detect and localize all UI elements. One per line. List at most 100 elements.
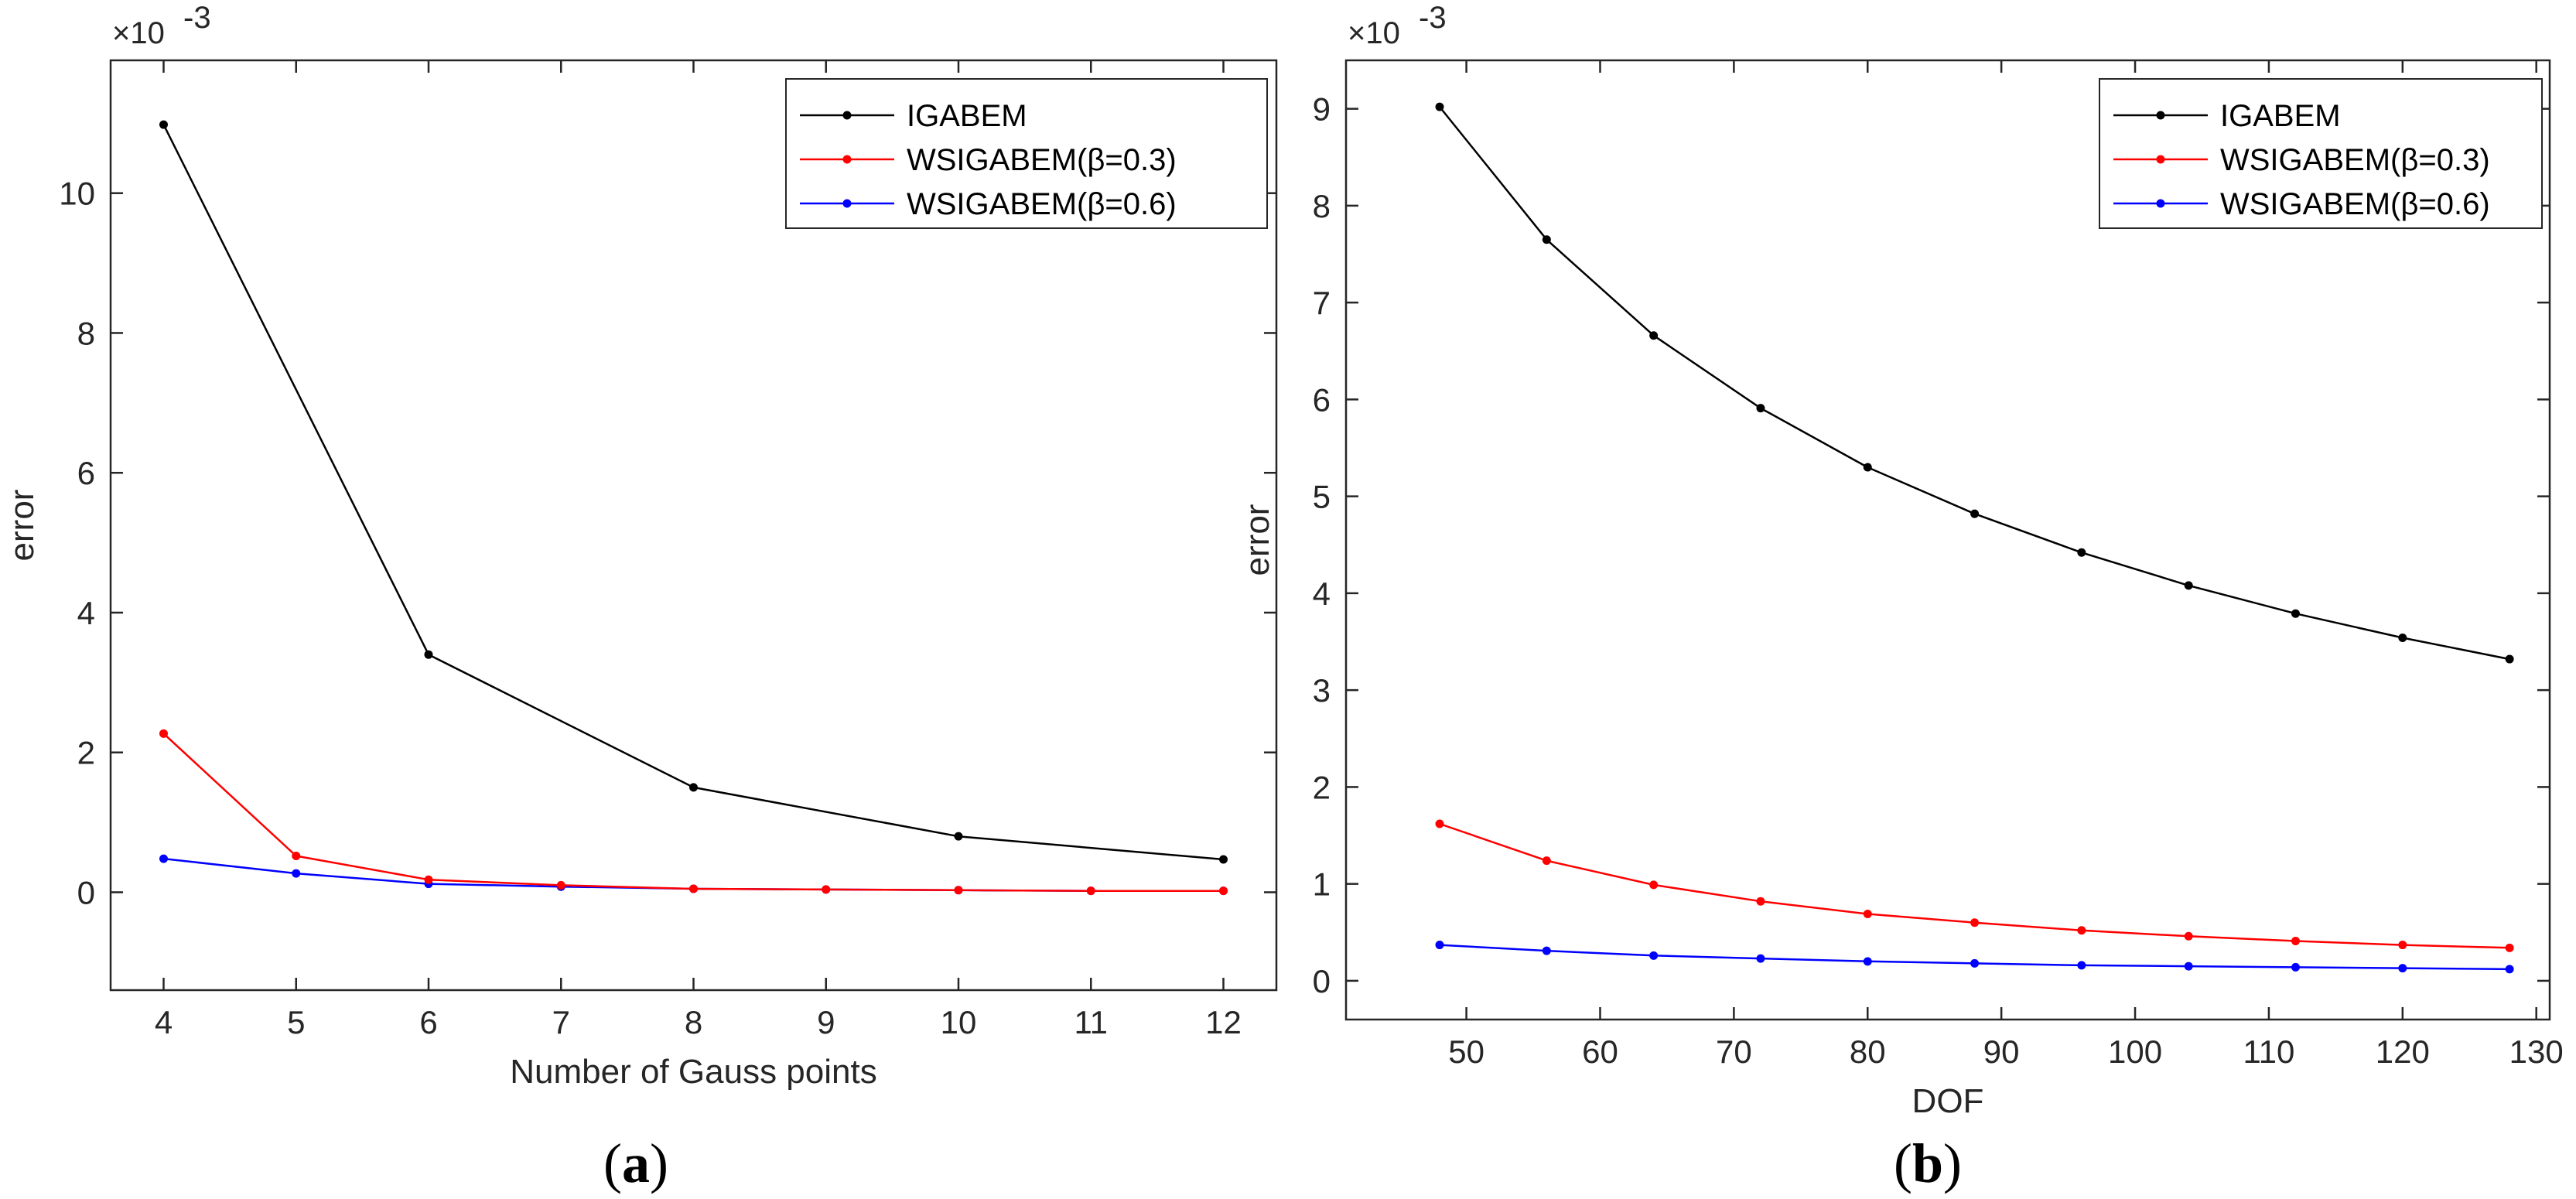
caption-close: ) bbox=[650, 1132, 668, 1194]
legend-label: WSIGABEM(β=0.6) bbox=[2220, 187, 2490, 221]
data-point bbox=[2291, 937, 2301, 946]
x-tick-label: 9 bbox=[817, 1004, 835, 1040]
data-point bbox=[2184, 931, 2193, 941]
x-tick-label: 4 bbox=[155, 1004, 173, 1040]
x-axis-label: Number of Gauss points bbox=[510, 1053, 876, 1091]
y-tick-label: 4 bbox=[77, 595, 95, 631]
y-exponent-base: ×10 bbox=[112, 16, 165, 50]
x-axis-label: DOF bbox=[1912, 1082, 1984, 1120]
x-tick-label: 130 bbox=[2509, 1033, 2564, 1070]
panel-caption: (b) bbox=[1894, 1132, 1962, 1194]
data-point bbox=[2398, 941, 2407, 950]
data-point bbox=[1970, 918, 1980, 927]
y-tick-label: 10 bbox=[59, 176, 95, 212]
data-point bbox=[954, 886, 963, 895]
legend-marker bbox=[2156, 111, 2165, 120]
data-point bbox=[2505, 654, 2514, 664]
data-point bbox=[2077, 926, 2086, 935]
legend-label: WSIGABEM(β=0.6) bbox=[907, 187, 1177, 221]
x-tick-label: 120 bbox=[2376, 1033, 2430, 1070]
data-point bbox=[1542, 946, 1551, 955]
y-tick-label: 8 bbox=[1313, 188, 1331, 224]
x-tick-label: 8 bbox=[685, 1004, 702, 1040]
data-point bbox=[1970, 958, 1980, 968]
y-tick-label: 9 bbox=[1313, 91, 1331, 128]
y-tick-label: 6 bbox=[1313, 381, 1331, 418]
data-point bbox=[2505, 965, 2514, 974]
caption-close: ) bbox=[1943, 1132, 1962, 1194]
data-point bbox=[1863, 909, 1872, 918]
panel-b: 50 60 70 80 90 100 110 120 130 0 1 2 3 4 5 6 7 8 9 ×10 -3 DOF… bbox=[1238, 1, 2564, 1194]
data-point bbox=[159, 120, 168, 129]
data-point bbox=[1435, 102, 1444, 111]
y-tick-label: 1 bbox=[1313, 866, 1331, 903]
y-exponent-power: -3 bbox=[1419, 1, 1447, 35]
data-point bbox=[954, 832, 963, 841]
data-point bbox=[2077, 961, 2086, 970]
data-point bbox=[292, 869, 301, 878]
data-point bbox=[1219, 855, 1228, 864]
data-point bbox=[424, 875, 433, 884]
panel-a: 4 5 6 7 8 9 10 11 12 0 2 4 6 8 10 ×10 -3 Number of Gauss … bbox=[3, 1, 1278, 1194]
data-point bbox=[1863, 957, 1872, 966]
data-point bbox=[159, 729, 168, 738]
y-tick-label: 5 bbox=[1313, 479, 1331, 515]
data-point bbox=[424, 650, 433, 659]
x-tick-label: 5 bbox=[287, 1004, 305, 1040]
y-axis-label: error bbox=[3, 490, 41, 562]
data-point bbox=[2184, 962, 2193, 971]
data-point bbox=[1542, 856, 1551, 866]
caption-letter: b bbox=[1912, 1132, 1943, 1194]
legend-marker bbox=[2156, 199, 2165, 208]
data-point bbox=[159, 854, 168, 863]
x-tick-label: 80 bbox=[1850, 1033, 1886, 1070]
x-tick-label: 6 bbox=[419, 1004, 437, 1040]
x-tick-label: 12 bbox=[1205, 1004, 1242, 1040]
panel-caption: (a) bbox=[603, 1132, 668, 1194]
data-point bbox=[556, 880, 565, 890]
data-point bbox=[1756, 404, 1765, 413]
x-tick-label: 10 bbox=[941, 1004, 977, 1040]
data-point bbox=[2398, 634, 2407, 643]
y-tick-label: 0 bbox=[77, 874, 95, 910]
data-point bbox=[689, 884, 698, 893]
x-tick-label: 60 bbox=[1582, 1033, 1618, 1070]
data-point bbox=[1435, 941, 1444, 950]
y-tick-label: 4 bbox=[1313, 576, 1331, 612]
x-tick-label: 11 bbox=[1074, 1004, 1108, 1040]
x-tick-label: 7 bbox=[552, 1004, 570, 1040]
data-point bbox=[1756, 954, 1765, 963]
data-point bbox=[2505, 943, 2514, 952]
data-point bbox=[1649, 331, 1659, 340]
x-tick-label: 90 bbox=[1983, 1033, 2020, 1070]
data-point bbox=[2398, 964, 2407, 973]
y-tick-label: 3 bbox=[1313, 672, 1331, 709]
data-point bbox=[1649, 951, 1659, 960]
caption-letter: a bbox=[622, 1132, 650, 1194]
data-point bbox=[292, 851, 301, 860]
data-point bbox=[1756, 897, 1765, 906]
legend-marker bbox=[842, 155, 852, 164]
data-point bbox=[1649, 880, 1659, 890]
data-point bbox=[2291, 962, 2301, 972]
data-point bbox=[1542, 235, 1551, 244]
legend-marker bbox=[842, 199, 852, 208]
data-point bbox=[1086, 886, 1095, 896]
legend-label: IGABEM bbox=[907, 99, 1027, 133]
data-point bbox=[2291, 609, 2301, 618]
caption-open: ( bbox=[1894, 1132, 1912, 1194]
y-tick-label: 0 bbox=[1313, 963, 1331, 999]
legend-label: WSIGABEM(β=0.3) bbox=[907, 143, 1177, 177]
caption-open: ( bbox=[603, 1132, 622, 1194]
data-point bbox=[1219, 886, 1228, 896]
y-exponent-power: -3 bbox=[183, 1, 211, 35]
legend-label: WSIGABEM(β=0.3) bbox=[2220, 143, 2490, 177]
y-tick-label: 6 bbox=[77, 455, 95, 491]
y-tick-label: 2 bbox=[77, 735, 95, 771]
y-tick-label: 8 bbox=[77, 315, 95, 351]
data-point bbox=[2184, 581, 2193, 590]
y-tick-label: 7 bbox=[1313, 285, 1331, 321]
data-point bbox=[1970, 509, 1980, 518]
legend-marker bbox=[842, 111, 852, 120]
